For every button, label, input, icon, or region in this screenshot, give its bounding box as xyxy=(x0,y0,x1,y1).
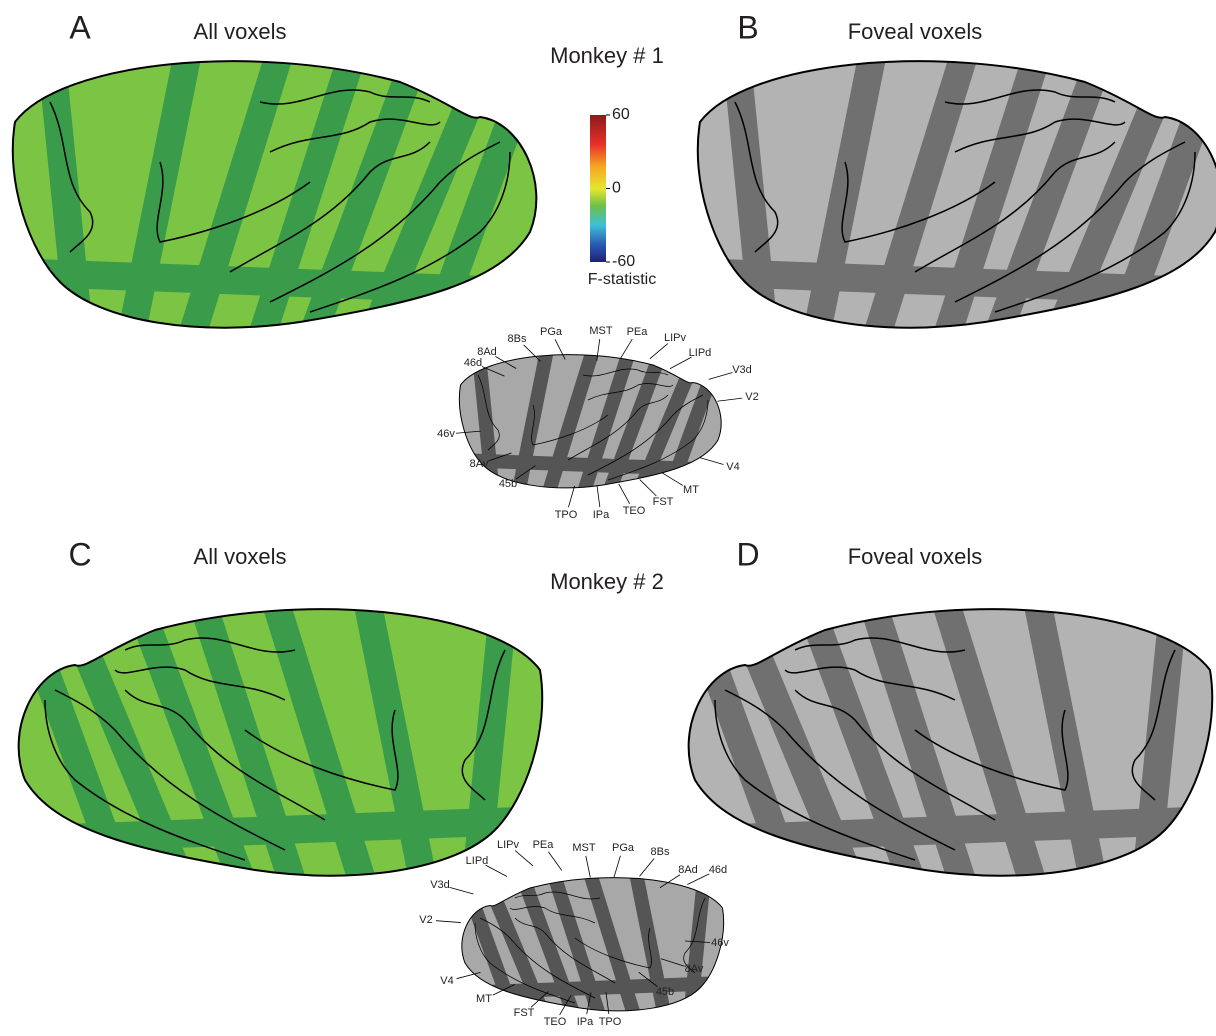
leader-line xyxy=(662,473,683,486)
colorbar xyxy=(590,115,606,262)
leader-line xyxy=(586,856,591,878)
panel-letter: A xyxy=(69,9,91,45)
area-label: TPO xyxy=(555,509,578,521)
colorbar-tick-label: 0 xyxy=(612,180,621,197)
figure: F-statistic A All voxels B Foveal voxels C Al… xyxy=(0,0,1216,1031)
area-label: 46v xyxy=(437,428,455,440)
area-label: 8Bs xyxy=(651,846,670,858)
panel-title: All voxels xyxy=(194,19,287,44)
area-label: IPa xyxy=(593,509,610,521)
panel-letter: B xyxy=(737,9,758,45)
area-label: PEa xyxy=(533,839,555,851)
area-label: V3d xyxy=(430,879,450,891)
area-label: TPO xyxy=(599,1016,622,1028)
colorbar-tick-label: -60 xyxy=(612,253,635,270)
area-label: IPa xyxy=(577,1016,594,1028)
brain-surface xyxy=(10,42,540,342)
area-label: V2 xyxy=(745,391,758,403)
area-label: TEO xyxy=(623,505,646,517)
area-label: 46v xyxy=(711,937,729,949)
area-label: FST xyxy=(653,496,674,508)
area-label: 8Ad xyxy=(678,864,698,876)
colorbar-tick-label: 60 xyxy=(612,106,630,123)
brain-surface xyxy=(460,868,725,1018)
area-label: 45b xyxy=(499,478,517,490)
area-label: 46d xyxy=(464,357,482,369)
area-label: MST xyxy=(589,325,613,337)
brain-surface xyxy=(15,590,545,890)
area-label: 8Bs xyxy=(508,333,527,345)
leader-line xyxy=(515,851,533,866)
area-label: 8Av xyxy=(470,458,489,470)
panel-letter: C xyxy=(68,536,91,572)
leader-line xyxy=(639,858,654,876)
colorbar-label: F-statistic xyxy=(588,271,656,288)
area-label: LIPd xyxy=(466,855,489,867)
area-label: 46d xyxy=(709,864,727,876)
area-label: PGa xyxy=(612,842,635,854)
area-label: MST xyxy=(572,842,596,854)
area-label: V4 xyxy=(726,461,739,473)
panel-letter: D xyxy=(736,536,759,572)
panel-title: Foveal voxels xyxy=(848,544,983,569)
leader-line xyxy=(568,486,574,507)
area-label: TEO xyxy=(544,1016,567,1028)
leader-line xyxy=(700,458,724,465)
brain-surface xyxy=(695,42,1216,342)
brain-surface xyxy=(458,345,723,495)
leader-line xyxy=(709,372,733,379)
leader-line xyxy=(621,339,633,358)
monkey-label: Monkey # 1 xyxy=(550,43,664,68)
leader-line xyxy=(548,852,561,871)
area-label: V2 xyxy=(419,914,432,926)
area-label: MT xyxy=(683,484,699,496)
panel-title: Foveal voxels xyxy=(848,19,983,44)
area-label: LIPd xyxy=(689,347,712,359)
leader-line xyxy=(619,484,630,504)
area-label: PEa xyxy=(627,326,649,338)
leader-line xyxy=(450,887,474,894)
leader-line xyxy=(640,480,657,496)
monkey-label: Monkey # 2 xyxy=(550,569,664,594)
panel-title: All voxels xyxy=(194,544,287,569)
leader-line xyxy=(486,865,507,876)
area-label: MT xyxy=(476,993,492,1005)
leader-line xyxy=(650,344,668,359)
area-label: 45b xyxy=(656,986,674,998)
area-label: 8Ad xyxy=(477,346,497,358)
brain-surface xyxy=(685,590,1215,890)
leader-line xyxy=(436,921,461,923)
area-label: FST xyxy=(514,1007,535,1019)
area-label: 8Av xyxy=(685,963,704,975)
leader-line xyxy=(717,398,742,401)
leader-line xyxy=(614,856,620,877)
area-label: V3d xyxy=(732,364,752,376)
area-label: V4 xyxy=(440,975,453,987)
leader-line xyxy=(597,485,600,507)
area-label: LIPv xyxy=(497,839,520,851)
area-label: PGa xyxy=(540,326,563,338)
area-label: LIPv xyxy=(664,332,687,344)
